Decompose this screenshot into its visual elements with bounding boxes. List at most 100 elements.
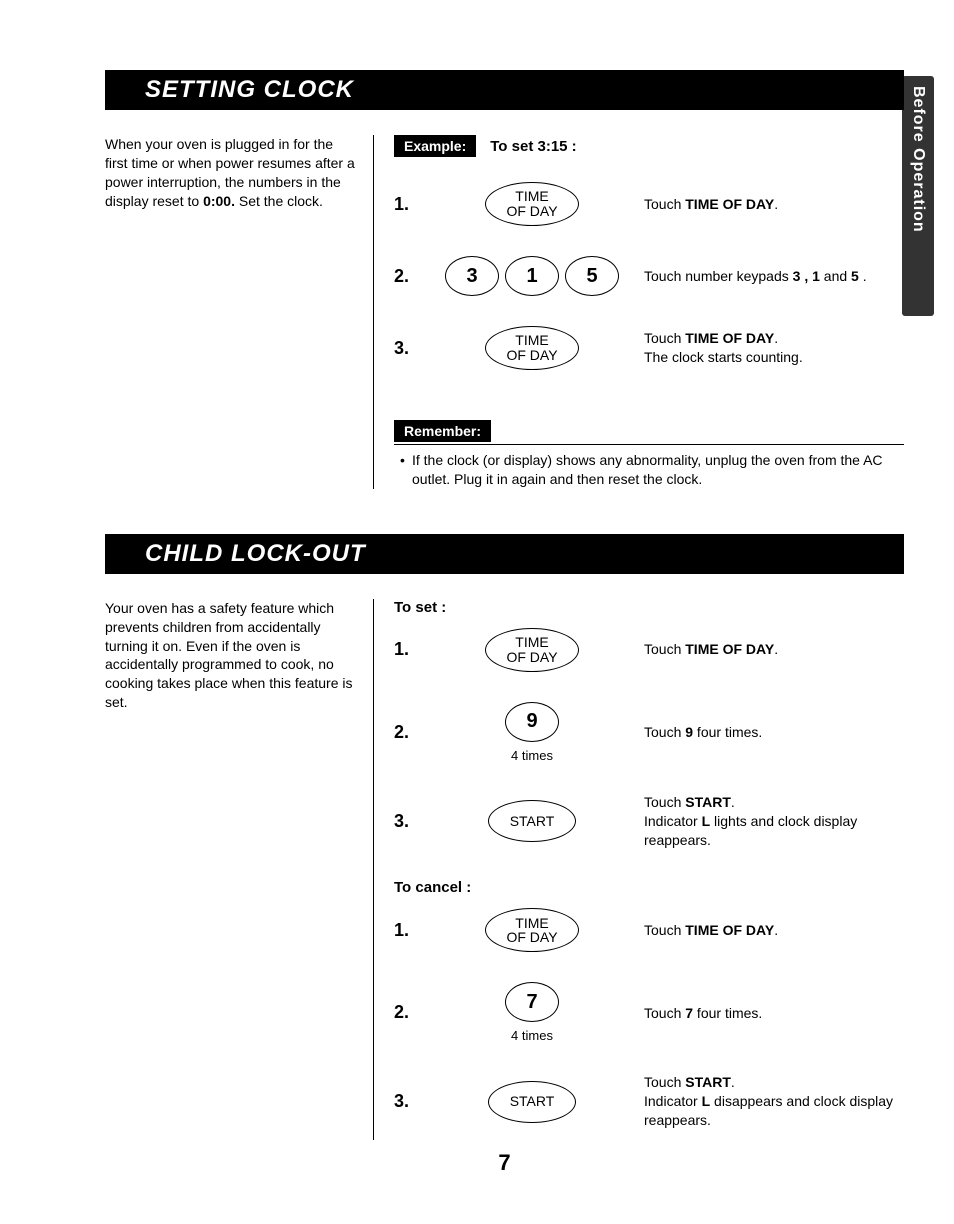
desc-text: . (774, 330, 778, 346)
desc-bold: TIME OF DAY (685, 330, 774, 346)
desc-bold: TIME OF DAY (685, 641, 774, 657)
keypad-9-button[interactable]: 9 (505, 702, 559, 742)
time-of-day-button[interactable]: TIME OF DAY (485, 908, 579, 952)
keypad-7-button[interactable]: 7 (505, 982, 559, 1022)
button-column: TIME OF DAY (432, 628, 632, 672)
desc-text: Touch (644, 922, 685, 938)
desc-bold: START (685, 794, 731, 810)
section-child-lock: Your oven has a safety feature which pre… (105, 599, 904, 1140)
step-row: 3. TIME OF DAY Touch TIME OF DAY. The cl… (394, 326, 904, 370)
step-description: Touch START. Indicator L disappears and … (644, 1073, 904, 1130)
intro-text-2: Set the clock. (235, 193, 323, 209)
button-column: TIME OF DAY (432, 908, 632, 952)
step-row: 1. TIME OF DAY Touch TIME OF DAY. (394, 908, 904, 952)
keypad-3-button[interactable]: 3 (445, 256, 499, 296)
step-row: 3. START Touch START. Indicator L disapp… (394, 1073, 904, 1130)
step-number: 1. (394, 194, 420, 215)
section-header-child-lock: CHILD LOCK-OUT (105, 534, 904, 574)
desc-text: Touch (644, 1005, 685, 1021)
to-set-label: To set : (394, 599, 904, 616)
desc-bold: 5 (851, 268, 859, 284)
step-number: 3. (394, 338, 420, 359)
button-column: 3 1 5 (432, 256, 632, 296)
button-column: START (432, 1081, 632, 1123)
step-row: 2. 7 4 times Touch 7 four times. (394, 982, 904, 1043)
step-row: 2. 3 1 5 Touch number keypads 3 , 1 and … (394, 256, 904, 296)
step-description: Touch number keypads 3 , 1 and 5 . (644, 267, 904, 286)
desc-text: Touch (644, 794, 685, 810)
step-description: Touch 7 four times. (644, 1004, 904, 1023)
step-number: 1. (394, 639, 420, 660)
step-number: 2. (394, 1002, 420, 1023)
desc-text: Touch (644, 1074, 685, 1090)
step-row: 1. TIME OF DAY Touch TIME OF DAY. (394, 182, 904, 226)
desc-text: . (774, 641, 778, 657)
button-column: 7 4 times (432, 982, 632, 1043)
keypad-5-button[interactable]: 5 (565, 256, 619, 296)
step-description: Touch TIME OF DAY. (644, 640, 904, 659)
step-row: 3. START Touch START. Indicator L lights… (394, 793, 904, 850)
setting-clock-steps: Example: To set 3:15 : 1. TIME OF DAY To… (373, 135, 904, 489)
desc-bold: L (702, 813, 711, 829)
time-of-day-button[interactable]: TIME OF DAY (485, 326, 579, 370)
side-tab: Before Operation (902, 76, 934, 316)
desc-text: . (731, 794, 735, 810)
desc-text: and (820, 268, 851, 284)
desc-text: Touch number keypads (644, 268, 793, 284)
button-column: TIME OF DAY (432, 182, 632, 226)
button-caption: 4 times (511, 1028, 553, 1043)
remember-box: Remember: If the clock (or display) show… (394, 420, 904, 489)
step-number: 3. (394, 1091, 420, 1112)
child-lock-steps: To set : 1. TIME OF DAY Touch TIME OF DA… (373, 599, 904, 1140)
button-column: 9 4 times (432, 702, 632, 763)
desc-text: Touch (644, 641, 685, 657)
desc-text: four times. (693, 1005, 762, 1021)
desc-bold: TIME OF DAY (685, 196, 774, 212)
example-label: Example: (394, 135, 476, 157)
intro-bold: 0:00. (203, 193, 235, 209)
step-description: Touch TIME OF DAY. (644, 921, 904, 940)
time-of-day-button[interactable]: TIME OF DAY (485, 628, 579, 672)
desc-text: four times. (693, 724, 762, 740)
desc-text: . (774, 922, 778, 938)
step-number: 2. (394, 722, 420, 743)
step-description: Touch TIME OF DAY. The clock starts coun… (644, 329, 904, 367)
desc-bold: 9 (685, 724, 693, 740)
desc-bold: START (685, 1074, 731, 1090)
step-number: 2. (394, 266, 420, 287)
keypad-1-button[interactable]: 1 (505, 256, 559, 296)
remember-label: Remember: (394, 420, 491, 442)
desc-text: Touch (644, 724, 685, 740)
step-description: Touch TIME OF DAY. (644, 195, 904, 214)
example-text: To set 3:15 : (490, 138, 576, 155)
setting-clock-intro: When your oven is plugged in for the fir… (105, 135, 355, 489)
time-of-day-button[interactable]: TIME OF DAY (485, 182, 579, 226)
desc-text: The clock starts counting. (644, 349, 803, 365)
desc-text: Touch (644, 330, 685, 346)
step-row: 2. 9 4 times Touch 9 four times. (394, 702, 904, 763)
example-line: Example: To set 3:15 : (394, 135, 904, 157)
step-number: 1. (394, 920, 420, 941)
desc-text: Touch (644, 196, 685, 212)
button-caption: 4 times (511, 748, 553, 763)
desc-text: . (859, 268, 867, 284)
step-number: 3. (394, 811, 420, 832)
desc-text: Indicator (644, 1093, 702, 1109)
start-button[interactable]: START (488, 1081, 576, 1123)
step-description: Touch START. Indicator L lights and cloc… (644, 793, 904, 850)
start-button[interactable]: START (488, 800, 576, 842)
section-setting-clock: When your oven is plugged in for the fir… (105, 135, 904, 489)
desc-bold: L (702, 1093, 711, 1109)
section-header-setting-clock: SETTING CLOCK (105, 70, 904, 110)
to-cancel-label: To cancel : (394, 879, 904, 896)
page-number: 7 (105, 1150, 904, 1176)
button-column: START (432, 800, 632, 842)
desc-text: Indicator (644, 813, 702, 829)
desc-bold: TIME OF DAY (685, 922, 774, 938)
child-lock-intro: Your oven has a safety feature which pre… (105, 599, 355, 1140)
desc-text: . (774, 196, 778, 212)
desc-bold: 7 (685, 1005, 693, 1021)
button-column: TIME OF DAY (432, 326, 632, 370)
desc-text: . (731, 1074, 735, 1090)
step-description: Touch 9 four times. (644, 723, 904, 742)
